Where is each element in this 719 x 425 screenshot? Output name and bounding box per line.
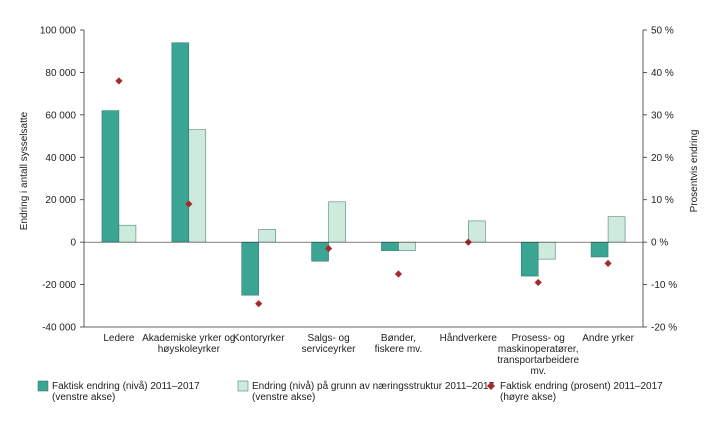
bar-faktisk-3	[311, 241, 329, 262]
point-prosent-0	[115, 77, 123, 85]
point-prosent-7	[604, 259, 612, 267]
right-tick-label: 30 %	[651, 110, 674, 121]
legend-label-2: Faktisk endring (prosent) 2011–2017 (høyr…	[500, 381, 663, 403]
right-axis-ticks: -20 % -10 % 0 % 10 % 20 % 30 % 40 % 50 %	[643, 26, 677, 334]
bar-naeringsstruktur-6	[537, 241, 556, 260]
bar-naeringsstruktur-3	[328, 201, 346, 243]
right-tick-label: -20 %	[651, 323, 677, 334]
bar-naeringsstruktur-1	[188, 129, 207, 243]
bar-naeringsstruktur-7	[607, 216, 626, 243]
bars	[101, 42, 626, 296]
bar-naeringsstruktur-5	[468, 220, 486, 243]
legend-swatch-1	[237, 380, 249, 392]
category-labels: Ledere Akademiske yrker og høyskoleyrkerKo…	[103, 332, 634, 377]
category-label-6: Prosess- og maskinoperatører, transportarb…	[497, 333, 579, 377]
category-label-0: Ledere	[103, 333, 135, 344]
category-label-4: Bønder, fiskere mv.	[375, 333, 423, 355]
right-tick-label: 20 %	[651, 153, 674, 164]
right-tick-label: 40 %	[651, 68, 674, 79]
category-label-7: Andre yrker	[582, 333, 634, 344]
right-tick-label: 10 %	[651, 195, 674, 206]
legend: Faktisk endring (nivå) 2011–2017 (venstre…	[37, 380, 663, 403]
legend-swatch-2	[487, 382, 495, 390]
category-label-3: Salgs- og serviceyrker	[302, 333, 357, 355]
left-axis-title: Endring i antall sysselsatte	[19, 111, 30, 230]
bar-naeringsstruktur-2	[258, 229, 276, 243]
left-tick-label: 20 000	[45, 195, 76, 206]
right-tick-label: 50 %	[651, 26, 674, 37]
left-tick-label: 0	[70, 238, 76, 249]
bar-faktisk-6	[520, 241, 539, 277]
bar-naeringsstruktur-4	[398, 241, 416, 251]
left-axis-ticks: -40 000 -20 000 0 20 000 40 000 60 000 80 000 1…	[40, 26, 84, 334]
legend-label-0: Faktisk endring (nivå) 2011–2017 (venstre…	[52, 380, 200, 403]
legend-label-1: Endring (nivå) på grunn av næringsstrukt…	[252, 380, 495, 403]
bar-faktisk-4	[381, 241, 399, 251]
left-tick-label: 80 000	[45, 68, 76, 79]
right-tick-label: 0 %	[651, 238, 668, 249]
left-tick-label: -40 000	[42, 323, 76, 334]
category-label-5: Håndverkere	[440, 332, 498, 344]
right-tick-label: -10 %	[651, 280, 677, 291]
left-tick-label: 60 000	[45, 110, 76, 121]
category-label-1: Akademiske yrker og høyskoleyrker	[142, 333, 235, 355]
bar-faktisk-0	[101, 110, 120, 243]
axes	[83, 30, 644, 328]
bar-faktisk-7	[590, 241, 609, 258]
point-prosent-3	[324, 244, 333, 253]
point-prosent-6	[534, 278, 542, 287]
right-axis-title: Prosentvis endring	[689, 130, 700, 213]
point-prosent-4	[394, 270, 403, 278]
bar-faktisk-1	[171, 42, 190, 243]
legend-swatch-0	[37, 380, 49, 392]
bar-faktisk-2	[241, 241, 259, 296]
left-tick-label: 40 000	[45, 153, 76, 164]
bar-naeringsstruktur-0	[118, 224, 137, 243]
category-label-2: Kontoryrker	[233, 333, 285, 344]
point-prosent-1	[185, 200, 193, 208]
left-tick-label: -20 000	[42, 280, 76, 291]
point-prosent-2	[255, 300, 263, 308]
left-tick-label: 100 000	[40, 26, 77, 37]
